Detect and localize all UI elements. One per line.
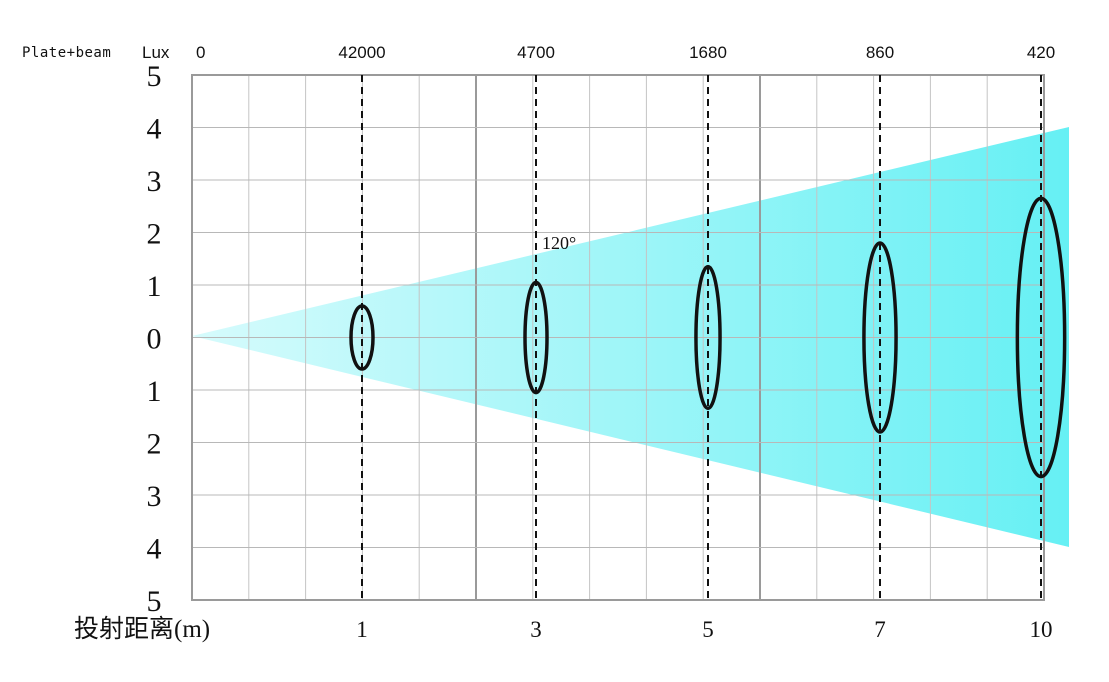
distance-tick-label: 1 — [356, 617, 368, 642]
lux-values: 42000 4700 1680 860 420 — [338, 43, 1055, 62]
lux-value-label: 4700 — [517, 43, 555, 62]
y-tick-label: 2 — [147, 428, 162, 461]
y-tick-label: 0 — [147, 323, 162, 356]
lux-value-label: 420 — [1027, 43, 1055, 62]
beam-spot-ellipse — [349, 304, 375, 371]
angle-label: 120° — [542, 233, 576, 253]
y-tick-label: 1 — [147, 270, 162, 303]
y-tick-label: 4 — [147, 533, 162, 566]
grid — [192, 75, 1044, 600]
distance-tick-label: 7 — [874, 617, 886, 642]
y-tick-label: 2 — [147, 218, 162, 251]
distance-tick-label: 3 — [530, 617, 542, 642]
y-tick-label: 5 — [147, 60, 162, 93]
plate-beam-label: Plate+beam — [22, 45, 111, 61]
lux-value-label: 1680 — [689, 43, 727, 62]
y-tick-label: 3 — [147, 480, 162, 513]
beam-spot-ellipse — [523, 280, 549, 395]
y-tick-label: 3 — [147, 165, 162, 198]
beam-spots — [349, 196, 1067, 479]
beam-spot-ellipse — [1015, 196, 1067, 479]
distance-tick-label: 10 — [1030, 617, 1053, 642]
distance-tick-label: 5 — [702, 617, 714, 642]
y-axis-tick-labels: 5 4 3 2 1 0 1 2 3 4 5 — [147, 60, 162, 618]
lux-label: Lux — [142, 43, 170, 62]
lux-origin-label: 0 — [196, 43, 205, 62]
x-axis-tick-labels: 1 3 5 7 10 — [356, 617, 1052, 642]
beam-spot-ellipse — [862, 241, 898, 434]
lux-value-label: 42000 — [338, 43, 385, 62]
y-tick-label: 5 — [147, 585, 162, 618]
distance-dashed-lines — [361, 75, 1042, 600]
y-tick-label: 1 — [147, 375, 162, 408]
plot-frame — [191, 74, 1045, 601]
y-tick-label: 4 — [147, 113, 162, 146]
beam-spot-ellipse — [694, 264, 722, 411]
x-axis-label: 投射距离(m) — [74, 615, 210, 643]
lux-value-label: 860 — [866, 43, 894, 62]
